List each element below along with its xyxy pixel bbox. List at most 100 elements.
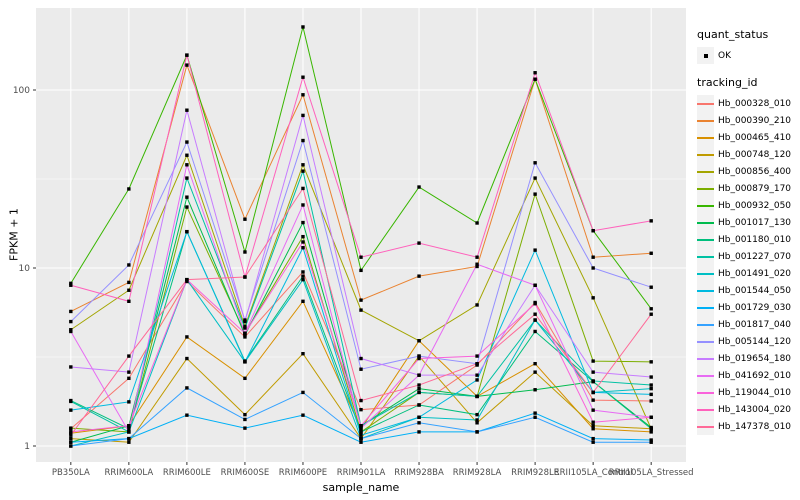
data-point bbox=[533, 312, 537, 316]
data-point bbox=[185, 356, 189, 361]
y-axis-title: FPKM + 1 bbox=[7, 208, 21, 261]
data-point bbox=[243, 426, 247, 430]
data-point bbox=[243, 360, 247, 364]
data-point bbox=[533, 415, 537, 419]
data-point bbox=[359, 430, 363, 434]
data-point bbox=[301, 277, 305, 282]
legend-item-label: Hb_000465_410 bbox=[718, 132, 792, 143]
x-tick-label: RRIM600SE bbox=[221, 468, 270, 478]
data-point bbox=[69, 436, 73, 441]
data-point bbox=[185, 140, 189, 144]
data-point bbox=[243, 217, 247, 221]
data-point bbox=[127, 427, 131, 431]
data-point bbox=[243, 417, 247, 422]
legend-item-Hb_005144_120: Hb_005144_120 bbox=[697, 333, 800, 350]
legend-item-Hb_001729_030: Hb_001729_030 bbox=[697, 299, 800, 316]
legend-line-swatch bbox=[697, 425, 714, 428]
data-point bbox=[649, 427, 653, 431]
x-axis-title: sample_name bbox=[322, 481, 400, 494]
legend-line-swatch bbox=[697, 391, 714, 394]
data-point bbox=[301, 220, 305, 225]
data-point bbox=[533, 370, 537, 374]
legend-key-box bbox=[697, 248, 714, 265]
data-point bbox=[301, 352, 305, 356]
legend-key-box bbox=[697, 418, 714, 435]
data-point bbox=[533, 411, 537, 415]
data-point bbox=[185, 53, 189, 57]
data-point bbox=[649, 392, 653, 397]
data-point bbox=[301, 234, 305, 239]
data-point bbox=[127, 263, 131, 267]
data-point bbox=[301, 75, 305, 79]
data-point bbox=[127, 424, 131, 428]
data-point bbox=[301, 270, 305, 274]
data-point bbox=[69, 309, 73, 314]
x-tick-label: RRIM600LE bbox=[163, 468, 211, 478]
legend-line-swatch bbox=[697, 153, 714, 156]
data-point bbox=[69, 426, 73, 430]
legend-key-box bbox=[697, 129, 714, 146]
data-point bbox=[475, 303, 479, 307]
data-point bbox=[127, 376, 131, 381]
data-point bbox=[475, 221, 479, 225]
data-point bbox=[417, 356, 421, 361]
legend-key-box bbox=[697, 316, 714, 333]
legend-key-box bbox=[697, 367, 714, 384]
x-tick-label: RRII105LA_Stressed bbox=[609, 468, 694, 478]
legend-item-label: Hb_001817_040 bbox=[718, 319, 792, 330]
legend-item-Hb_019654_180: Hb_019654_180 bbox=[697, 350, 800, 367]
data-point bbox=[301, 186, 305, 191]
data-point bbox=[533, 71, 537, 75]
legend-item-label: Hb_001544_050 bbox=[718, 285, 792, 296]
data-point bbox=[591, 398, 595, 402]
data-point bbox=[649, 285, 653, 289]
data-point bbox=[185, 277, 189, 282]
data-point bbox=[475, 418, 479, 422]
data-point bbox=[649, 219, 653, 223]
data-point bbox=[243, 376, 247, 381]
x-tick-label: PB350LA bbox=[52, 468, 90, 478]
data-point bbox=[359, 433, 363, 437]
data-point bbox=[185, 153, 189, 157]
data-point bbox=[127, 280, 131, 285]
data-point bbox=[649, 312, 653, 316]
data-point bbox=[649, 440, 653, 444]
legend-item-Hb_147378_010: Hb_147378_010 bbox=[697, 418, 800, 435]
data-point bbox=[591, 390, 595, 395]
data-point bbox=[301, 203, 305, 207]
data-point bbox=[417, 390, 421, 395]
data-point bbox=[301, 113, 305, 118]
legend-item-Hb_000390_210: Hb_000390_210 bbox=[697, 112, 800, 129]
legend-key-box bbox=[697, 146, 714, 163]
data-point bbox=[533, 248, 537, 252]
legend-item-label: OK bbox=[718, 50, 731, 61]
data-point bbox=[649, 375, 653, 379]
legend-line-swatch bbox=[697, 374, 714, 377]
legend-item-label: Hb_001227_070 bbox=[718, 251, 792, 262]
data-point bbox=[243, 412, 247, 417]
data-point bbox=[69, 399, 73, 404]
data-point bbox=[649, 383, 653, 387]
legend-item-quant-status-ok: OK bbox=[697, 47, 800, 64]
data-point bbox=[127, 436, 131, 441]
data-point bbox=[591, 255, 595, 259]
data-point bbox=[533, 361, 537, 366]
y-tick-label: 10 bbox=[19, 264, 31, 274]
data-point bbox=[533, 192, 537, 196]
data-point bbox=[127, 440, 131, 444]
data-point bbox=[69, 440, 73, 444]
legend-item-label: Hb_147378_010 bbox=[718, 421, 792, 432]
legend-item-label: Hb_001017_130 bbox=[718, 217, 792, 228]
data-point bbox=[301, 240, 305, 244]
data-point bbox=[185, 279, 189, 284]
legend-item-Hb_001544_050: Hb_001544_050 bbox=[697, 282, 800, 299]
data-point bbox=[591, 427, 595, 431]
data-point bbox=[359, 426, 363, 430]
data-point bbox=[417, 373, 421, 377]
legend-item-Hb_000856_400: Hb_000856_400 bbox=[697, 163, 800, 180]
data-point bbox=[591, 370, 595, 374]
data-point bbox=[533, 329, 537, 334]
legend-item-Hb_000748_120: Hb_000748_120 bbox=[697, 146, 800, 163]
data-point bbox=[127, 430, 131, 434]
legend-key-box bbox=[697, 384, 714, 401]
